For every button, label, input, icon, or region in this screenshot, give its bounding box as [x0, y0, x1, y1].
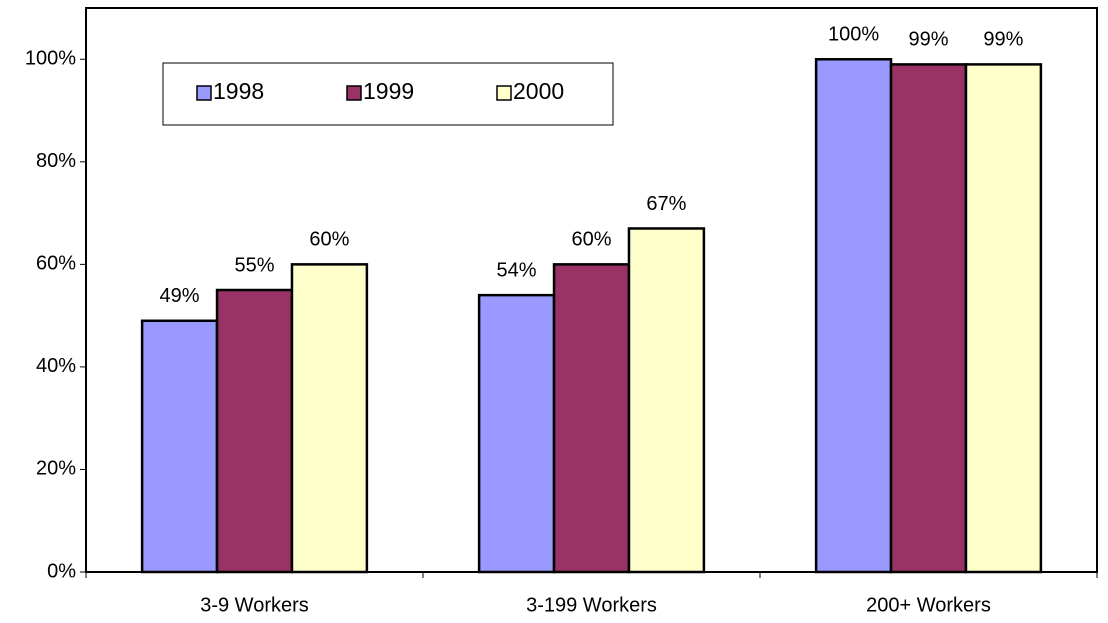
value-label: 54% — [497, 259, 537, 281]
value-label: 99% — [983, 29, 1023, 51]
bar — [889, 63, 968, 574]
bar — [552, 263, 631, 574]
x-tick-label: 3-199 Workers — [526, 594, 657, 616]
legend-label: 2000 — [513, 78, 564, 104]
x-tick-label: 3-9 Workers — [200, 594, 309, 616]
legend-swatch — [496, 85, 512, 101]
legend-box — [162, 62, 614, 126]
y-tick-label: 0% — [47, 560, 76, 582]
bar — [814, 58, 893, 574]
value-label: 99% — [908, 29, 948, 51]
legend-swatch — [196, 85, 212, 101]
value-label: 60% — [571, 229, 611, 251]
y-tick-label: 100% — [25, 48, 76, 70]
bar — [477, 293, 556, 574]
legend-swatch — [346, 85, 362, 101]
x-tick-label: 200+ Workers — [866, 594, 991, 616]
bar — [290, 263, 369, 574]
y-tick-label: 40% — [36, 355, 76, 377]
value-label: 55% — [234, 254, 274, 276]
bar — [140, 319, 219, 574]
y-tick-label: 80% — [36, 150, 76, 172]
value-label: 100% — [828, 24, 879, 46]
bar — [627, 227, 706, 574]
legend-label: 1998 — [213, 78, 264, 104]
legend-label: 1999 — [363, 78, 414, 104]
y-tick-label: 20% — [36, 458, 76, 480]
bar — [964, 63, 1043, 574]
bar — [215, 288, 294, 574]
value-label: 67% — [646, 193, 686, 215]
y-tick-label: 60% — [36, 253, 76, 275]
value-label: 60% — [309, 229, 349, 251]
value-label: 49% — [160, 285, 200, 307]
